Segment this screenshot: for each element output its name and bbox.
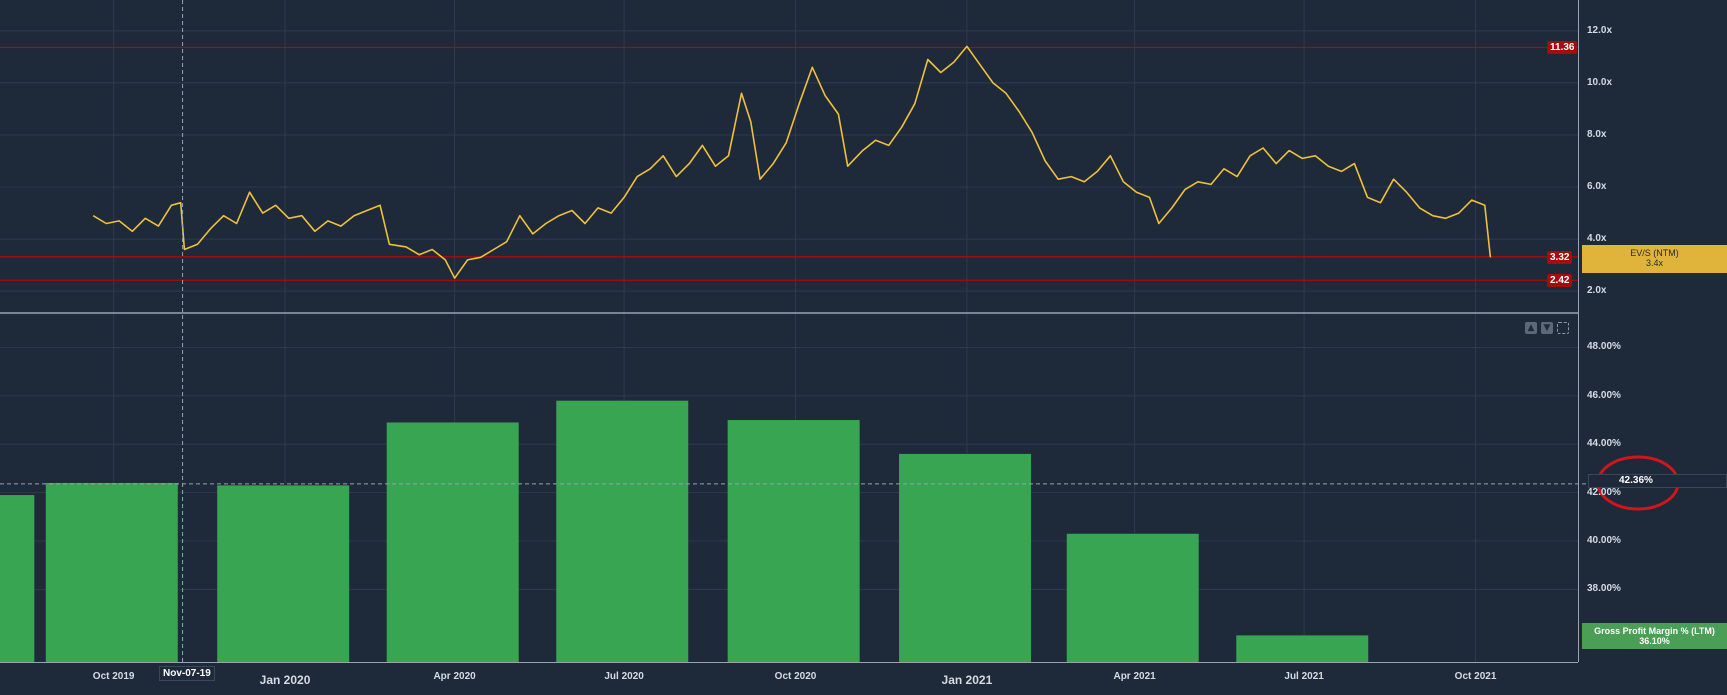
gpm-bar (1236, 635, 1369, 662)
x-tick-label: Jan 2021 (941, 673, 993, 687)
gpm-legend-name: Gross Profit Margin % (LTM) (1594, 626, 1715, 636)
ev-legend-name: EV/S (NTM) (1630, 248, 1679, 258)
expand-icon[interactable] (1557, 322, 1569, 334)
ev-y-tick-label: 4.0x (1587, 233, 1607, 245)
ev-y-tick-label: 12.0x (1587, 24, 1613, 36)
ev-y-tick-label: 6.0x (1587, 181, 1607, 193)
ev-y-tick-label: 2.0x (1587, 285, 1607, 297)
gpm-bar (45, 482, 178, 662)
ev-legend-value: 3.4x (1645, 258, 1663, 268)
ev-s-line (92, 45, 1492, 280)
reference-line-label: 11.36 (1547, 41, 1578, 55)
gpm-y-tick-label: 42.00% (1587, 486, 1621, 498)
ev-legend[interactable]: EV/S (NTM) 3.4x (1582, 245, 1727, 273)
pane-toolbar: ▲ ▼ (1525, 322, 1569, 334)
x-tick-label: Oct 2019 (92, 671, 135, 682)
gpm-y-tick-label: 46.00% (1587, 389, 1621, 401)
x-tick-label: Jul 2020 (604, 671, 644, 682)
gpm-legend[interactable]: Gross Profit Margin % (LTM) 36.10% (1582, 623, 1727, 649)
gpm-y-tick-label: 38.00% (1587, 583, 1621, 595)
gpm-bar (386, 422, 519, 662)
ev-y-tick-label: 8.0x (1587, 128, 1607, 140)
gpm-bar (217, 485, 350, 662)
reference-line-label: 3.32 (1547, 250, 1573, 264)
gpm-bar (899, 453, 1032, 662)
gpm-bar (556, 400, 689, 662)
x-tick-label: Apr 2020 (433, 671, 476, 682)
gpm-bar (0, 495, 35, 662)
x-tick-label: Oct 2020 (774, 671, 817, 682)
gpm-bar (1066, 533, 1199, 662)
gpm-y-tick-label: 40.00% (1587, 535, 1621, 547)
ev-y-tick-label: 10.0x (1587, 76, 1613, 88)
arrow-down-icon[interactable]: ▼ (1541, 322, 1553, 334)
reference-line-label: 2.42 (1547, 274, 1573, 288)
arrow-up-icon[interactable]: ▲ (1525, 322, 1537, 334)
x-tick-label: Apr 2021 (1113, 671, 1156, 682)
gpm-y-tick-label: 48.00% (1587, 341, 1621, 353)
gpm-legend-value: 36.10% (1639, 636, 1670, 646)
crosshair-date-label: Nov-07-19 (159, 666, 215, 681)
gpm-bar (727, 420, 860, 662)
gpm-y-tick-label: 44.00% (1587, 438, 1621, 450)
x-tick-label: Jul 2021 (1284, 671, 1324, 682)
x-tick-label: Jan 2020 (259, 673, 311, 687)
x-tick-label: Oct 2021 (1454, 671, 1497, 682)
